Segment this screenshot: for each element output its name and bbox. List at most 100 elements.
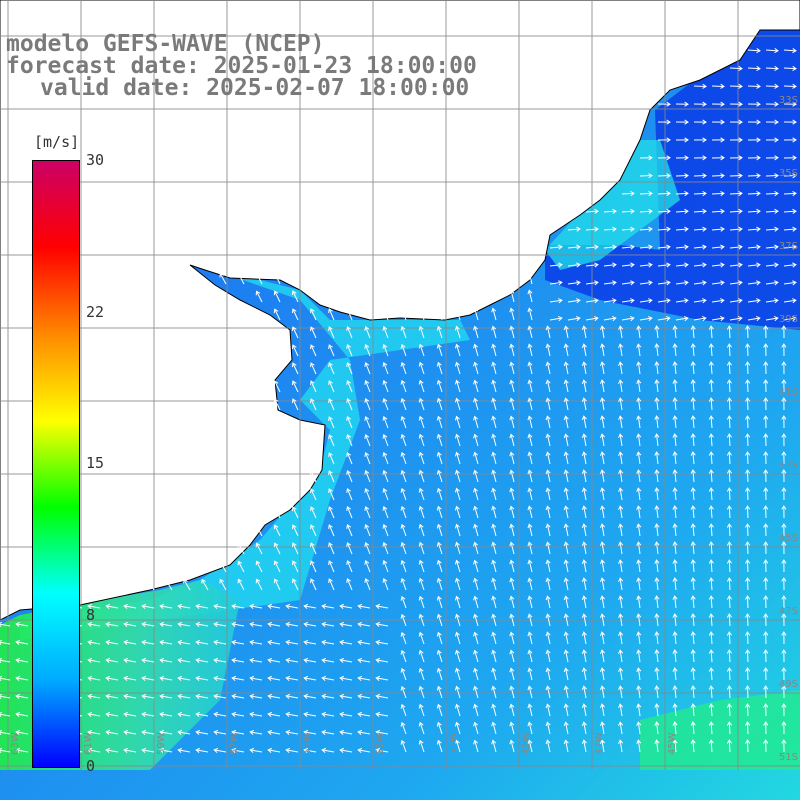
wind-arrow	[491, 469, 497, 483]
wind-arrow	[473, 487, 479, 501]
wind-arrow	[321, 693, 335, 699]
wind-arrow	[321, 621, 335, 627]
wind-arrow	[15, 621, 29, 627]
wind-arrow	[581, 451, 587, 465]
wind-arrow	[745, 379, 751, 393]
wind-arrow	[654, 433, 660, 447]
wind-arrow	[763, 649, 769, 663]
wind-arrow	[726, 721, 733, 735]
wind-arrow	[563, 415, 569, 429]
wind-arrow	[364, 523, 371, 537]
wind-arrow	[436, 397, 443, 411]
wind-arrow	[509, 649, 515, 663]
wind-arrow	[763, 361, 769, 375]
latitude-label: 41S	[778, 387, 798, 398]
wind-arrow	[141, 711, 155, 717]
wind-arrow	[675, 119, 689, 125]
wind-arrow	[781, 523, 787, 537]
wind-arrow	[321, 657, 335, 663]
wind-arrow	[599, 667, 606, 681]
wind-arrow	[473, 559, 479, 573]
wind-arrow	[382, 505, 389, 519]
wind-arrow	[382, 451, 389, 465]
wind-arrow	[563, 523, 569, 537]
wind-arrow	[636, 667, 642, 681]
wind-arrow	[213, 711, 227, 717]
wind-arrow	[418, 451, 425, 465]
wind-arrow	[783, 137, 797, 143]
wind-arrow	[618, 595, 624, 609]
wind-arrow	[585, 280, 599, 286]
wind-arrow	[267, 693, 281, 699]
wind-arrow	[672, 577, 678, 591]
wind-arrow	[491, 487, 497, 501]
wind-arrow	[473, 667, 479, 681]
wind-arrow	[255, 578, 263, 591]
wind-arrow	[473, 433, 479, 447]
wind-arrow	[291, 362, 299, 375]
wind-arrow	[747, 262, 761, 268]
wind-arrow	[745, 577, 751, 591]
wind-arrow	[159, 729, 173, 735]
wind-arrow	[509, 505, 515, 519]
wind-arrow	[675, 208, 689, 214]
wind-arrow	[545, 685, 551, 699]
wind-arrow	[654, 613, 660, 627]
wind-arrow	[729, 208, 743, 214]
wind-arrow	[123, 639, 137, 645]
wind-arrow	[763, 721, 769, 735]
colorbar-tick-label: 15	[86, 454, 105, 472]
wind-arrow	[726, 505, 733, 519]
wind-arrow	[618, 523, 624, 537]
wind-arrow	[781, 325, 787, 339]
wind-arrow	[267, 729, 281, 735]
wind-arrow	[581, 649, 587, 663]
wind-arrow	[781, 595, 787, 609]
wind-arrow	[418, 307, 425, 321]
wind-arrow	[473, 523, 479, 537]
wind-arrow	[657, 280, 671, 286]
wind-arrow	[346, 326, 353, 339]
wind-arrow	[159, 711, 173, 717]
wind-arrow	[690, 505, 696, 519]
wind-arrow	[177, 657, 191, 663]
wind-arrow	[0, 711, 11, 717]
wind-arrow	[201, 578, 209, 591]
wind-arrow	[672, 325, 678, 339]
wind-arrow	[177, 693, 191, 699]
wind-arrow	[690, 613, 696, 627]
wind-arrow	[581, 559, 587, 573]
wind-arrow	[491, 703, 497, 717]
wind-arrow	[473, 469, 479, 483]
wind-arrow	[418, 559, 425, 573]
wind-arrow	[291, 506, 299, 519]
green-se-zone	[640, 690, 800, 770]
wind-arrow	[339, 603, 353, 609]
wind-arrow	[781, 559, 787, 573]
wind-arrow	[436, 595, 443, 609]
wind-arrow	[273, 542, 281, 555]
wind-arrow	[763, 559, 769, 573]
wind-arrow	[763, 325, 769, 339]
wind-arrow	[581, 469, 587, 483]
colorbar-units: [m/s]	[34, 133, 80, 151]
wind-arrow	[690, 667, 696, 681]
wind-arrow	[303, 657, 317, 663]
wind-arrow	[636, 613, 642, 627]
wind-arrow	[763, 415, 769, 429]
wind-arrow	[357, 693, 371, 699]
wind-arrow	[105, 747, 119, 753]
wind-arrow	[454, 703, 461, 717]
wind-arrow	[436, 343, 443, 357]
wind-arrow	[491, 559, 497, 573]
wind-arrow	[400, 379, 407, 393]
wind-arrow	[563, 379, 569, 393]
wind-arrow	[690, 649, 696, 663]
wind-arrow	[219, 560, 227, 573]
wind-arrow	[454, 739, 461, 753]
wind-arrow	[375, 657, 389, 663]
wind-arrow	[708, 685, 714, 699]
wind-arrow	[509, 595, 515, 609]
wind-arrow	[357, 747, 371, 753]
